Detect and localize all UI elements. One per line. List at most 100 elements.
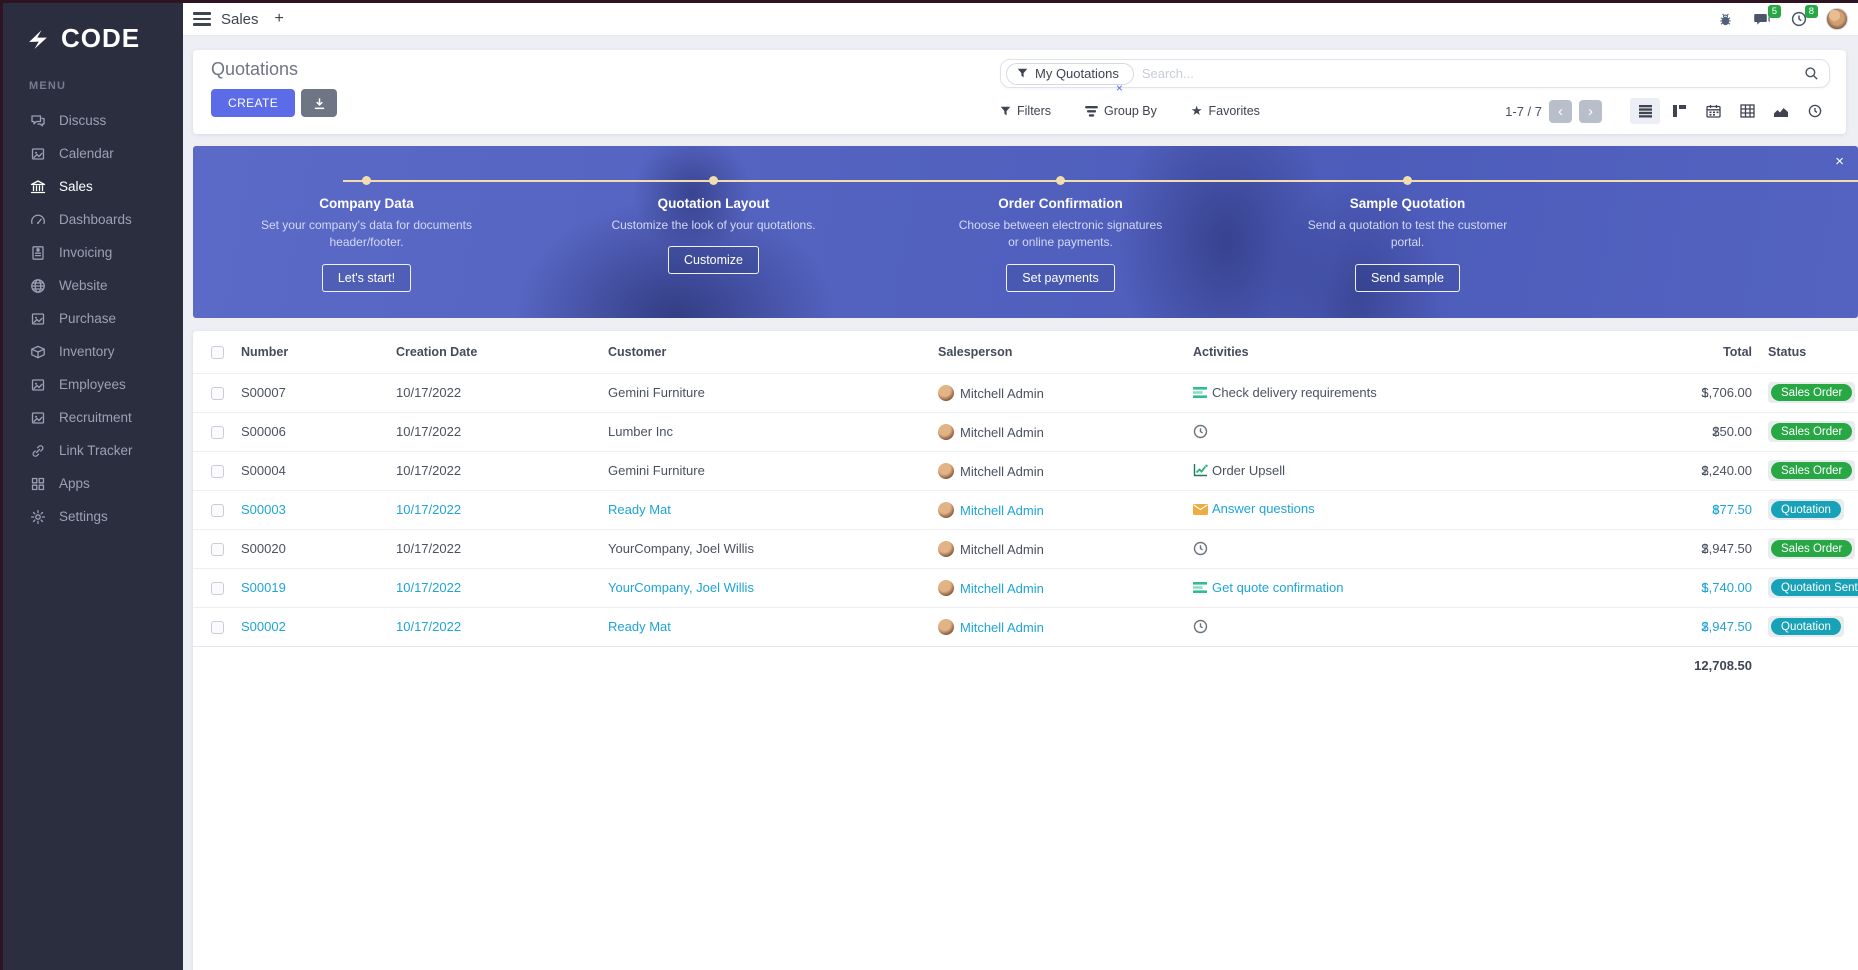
column-header-status[interactable]: Status: [1768, 344, 1807, 359]
table-row[interactable]: S00004 10/17/2022 Gemini Furniture Mitch…: [193, 450, 1858, 490]
select-all-checkbox[interactable]: [211, 345, 224, 359]
sidebar-item[interactable]: Invoicing: [3, 236, 183, 269]
cell-activity[interactable]: [1185, 606, 1650, 646]
table-row[interactable]: S00002 10/17/2022 Ready Mat Mitchell Adm…: [193, 606, 1858, 646]
row-checkbox[interactable]: [211, 465, 224, 479]
favorites-button[interactable]: ★ Favorites: [1190, 103, 1260, 118]
column-header-customer[interactable]: Customer: [608, 344, 667, 359]
table-row[interactable]: S00006 10/17/2022 Lumber Inc Mitchell Ad…: [193, 411, 1858, 451]
kanban-view-icon[interactable]: [1664, 98, 1694, 124]
pager: 1-7 / 7 ‹ ›: [1505, 99, 1602, 123]
total-amount: 250.00: [1712, 424, 1752, 439]
sidebar-menu: Discuss Calendar Sales Dashboards Invoic…: [3, 104, 183, 533]
cell-total: $877.50: [1650, 489, 1760, 529]
activity-icon: [1193, 424, 1209, 438]
row-checkbox[interactable]: [211, 543, 224, 557]
cell-activity[interactable]: [1185, 528, 1650, 568]
column-header-total[interactable]: Total: [1723, 344, 1752, 359]
cell-activity[interactable]: Get quote confirmation: [1185, 567, 1650, 607]
row-select-cell: [193, 489, 233, 529]
salesperson-avatar: [938, 384, 954, 401]
row-checkbox[interactable]: [211, 504, 224, 518]
salesperson-name: Mitchell Admin: [960, 502, 1044, 518]
cell-activity[interactable]: Order Upsell: [1185, 450, 1650, 490]
search-facet-label: My Quotations: [1035, 65, 1119, 81]
hamburger-menu-icon[interactable]: [193, 12, 211, 26]
cell-status: Quotation: [1760, 489, 1858, 529]
pager-prev-button[interactable]: ‹: [1549, 99, 1572, 123]
row-select-cell: [193, 528, 233, 568]
row-checkbox[interactable]: [211, 621, 224, 635]
row-checkbox[interactable]: [211, 426, 224, 440]
salesperson-avatar: [938, 579, 954, 596]
step-action-button[interactable]: Send sample: [1355, 263, 1460, 292]
step-action-button[interactable]: Set payments: [1006, 263, 1115, 292]
cell-creation-date: 10/17/2022: [388, 567, 600, 607]
cell-customer: Gemini Furniture: [600, 450, 930, 490]
sidebar-item[interactable]: Website: [3, 269, 183, 302]
search-input[interactable]: [1133, 66, 1804, 81]
search-bar: My Quotations ×: [1000, 59, 1830, 95]
onboarding-step: Quotation Layout Customize the look of y…: [540, 176, 887, 292]
user-avatar[interactable]: [1826, 8, 1848, 30]
sidebar-item[interactable]: Discuss: [3, 104, 183, 137]
export-download-button[interactable]: [301, 89, 338, 117]
table-row[interactable]: S00020 10/17/2022 YourCompany, Joel Will…: [193, 528, 1858, 568]
row-checkbox[interactable]: [211, 387, 224, 401]
cell-total: $2,947.50: [1650, 528, 1760, 568]
cell-activity[interactable]: [1185, 411, 1650, 451]
activities-clock-icon[interactable]: 8: [1789, 5, 1818, 29]
pager-next-button[interactable]: ›: [1579, 99, 1602, 123]
logo-text: CODE: [61, 23, 141, 53]
search-magnifier-icon[interactable]: [1804, 66, 1819, 81]
activity-view-icon[interactable]: [1800, 98, 1830, 124]
column-header-salesperson[interactable]: Salesperson: [938, 344, 1013, 359]
debug-bug-icon[interactable]: [1715, 9, 1735, 29]
sidebar-item[interactable]: Apps: [3, 467, 183, 500]
content-area: Quotations CREATE My Quotations ×: [183, 36, 1858, 970]
sidebar-item[interactable]: Employees: [3, 368, 183, 401]
row-checkbox[interactable]: [211, 582, 224, 596]
facet-remove-icon[interactable]: ×: [1115, 80, 1123, 95]
salesperson-avatar: [938, 618, 954, 635]
create-button[interactable]: CREATE: [211, 89, 296, 117]
status-badge: Quotation: [1771, 501, 1841, 519]
banner-close-icon[interactable]: ×: [1835, 153, 1844, 170]
cell-number: S00020: [233, 528, 388, 568]
topbar-app-name[interactable]: Sales: [221, 10, 259, 28]
cell-activity[interactable]: Answer questions: [1185, 489, 1650, 529]
search-facet-chip[interactable]: My Quotations ×: [1006, 62, 1134, 95]
pivot-view-icon[interactable]: [1732, 98, 1762, 124]
timeline-dot: [1056, 176, 1065, 185]
filters-button[interactable]: Filters: [1000, 104, 1051, 118]
cell-customer: Ready Mat: [600, 606, 930, 646]
onboarding-step: Sample Quotation Send a quotation to tes…: [1234, 176, 1581, 292]
group-by-button[interactable]: Group By: [1085, 104, 1157, 118]
list-view-icon[interactable]: [1630, 98, 1660, 124]
table-row[interactable]: S00019 10/17/2022 YourCompany, Joel Will…: [193, 567, 1858, 607]
sidebar-item[interactable]: Calendar: [3, 137, 183, 170]
table-row[interactable]: S00007 10/17/2022 Gemini Furniture Mitch…: [193, 372, 1858, 412]
sidebar-item[interactable]: Purchase: [3, 302, 183, 335]
column-header-activities[interactable]: Activities: [1193, 344, 1249, 359]
sidebar-item[interactable]: Link Tracker: [3, 434, 183, 467]
graph-view-icon[interactable]: [1766, 98, 1796, 124]
sidebar-item[interactable]: Settings: [3, 500, 183, 533]
cell-activity[interactable]: Check delivery requirements: [1185, 372, 1650, 412]
column-header-number[interactable]: Number: [241, 344, 289, 359]
messages-icon[interactable]: 5: [1752, 5, 1781, 29]
new-tab-button[interactable]: +: [274, 10, 284, 27]
sidebar-item[interactable]: Dashboards: [3, 203, 183, 236]
salesperson-name: Mitchell Admin: [960, 463, 1044, 479]
sidebar-item[interactable]: Sales: [3, 170, 183, 203]
step-action-button[interactable]: Customize: [667, 246, 760, 275]
column-header-creation-date[interactable]: Creation Date: [396, 344, 478, 359]
sidebar-item-icon: [29, 409, 46, 426]
total-amount: 1,706.00: [1701, 385, 1752, 400]
calendar-view-icon[interactable]: [1698, 98, 1728, 124]
table-row[interactable]: S00003 10/17/2022 Ready Mat Mitchell Adm…: [193, 489, 1858, 529]
step-action-button[interactable]: Let's start!: [321, 263, 412, 292]
salesperson-name: Mitchell Admin: [960, 424, 1044, 440]
sidebar-item[interactable]: Inventory: [3, 335, 183, 368]
sidebar-item[interactable]: Recruitment: [3, 401, 183, 434]
